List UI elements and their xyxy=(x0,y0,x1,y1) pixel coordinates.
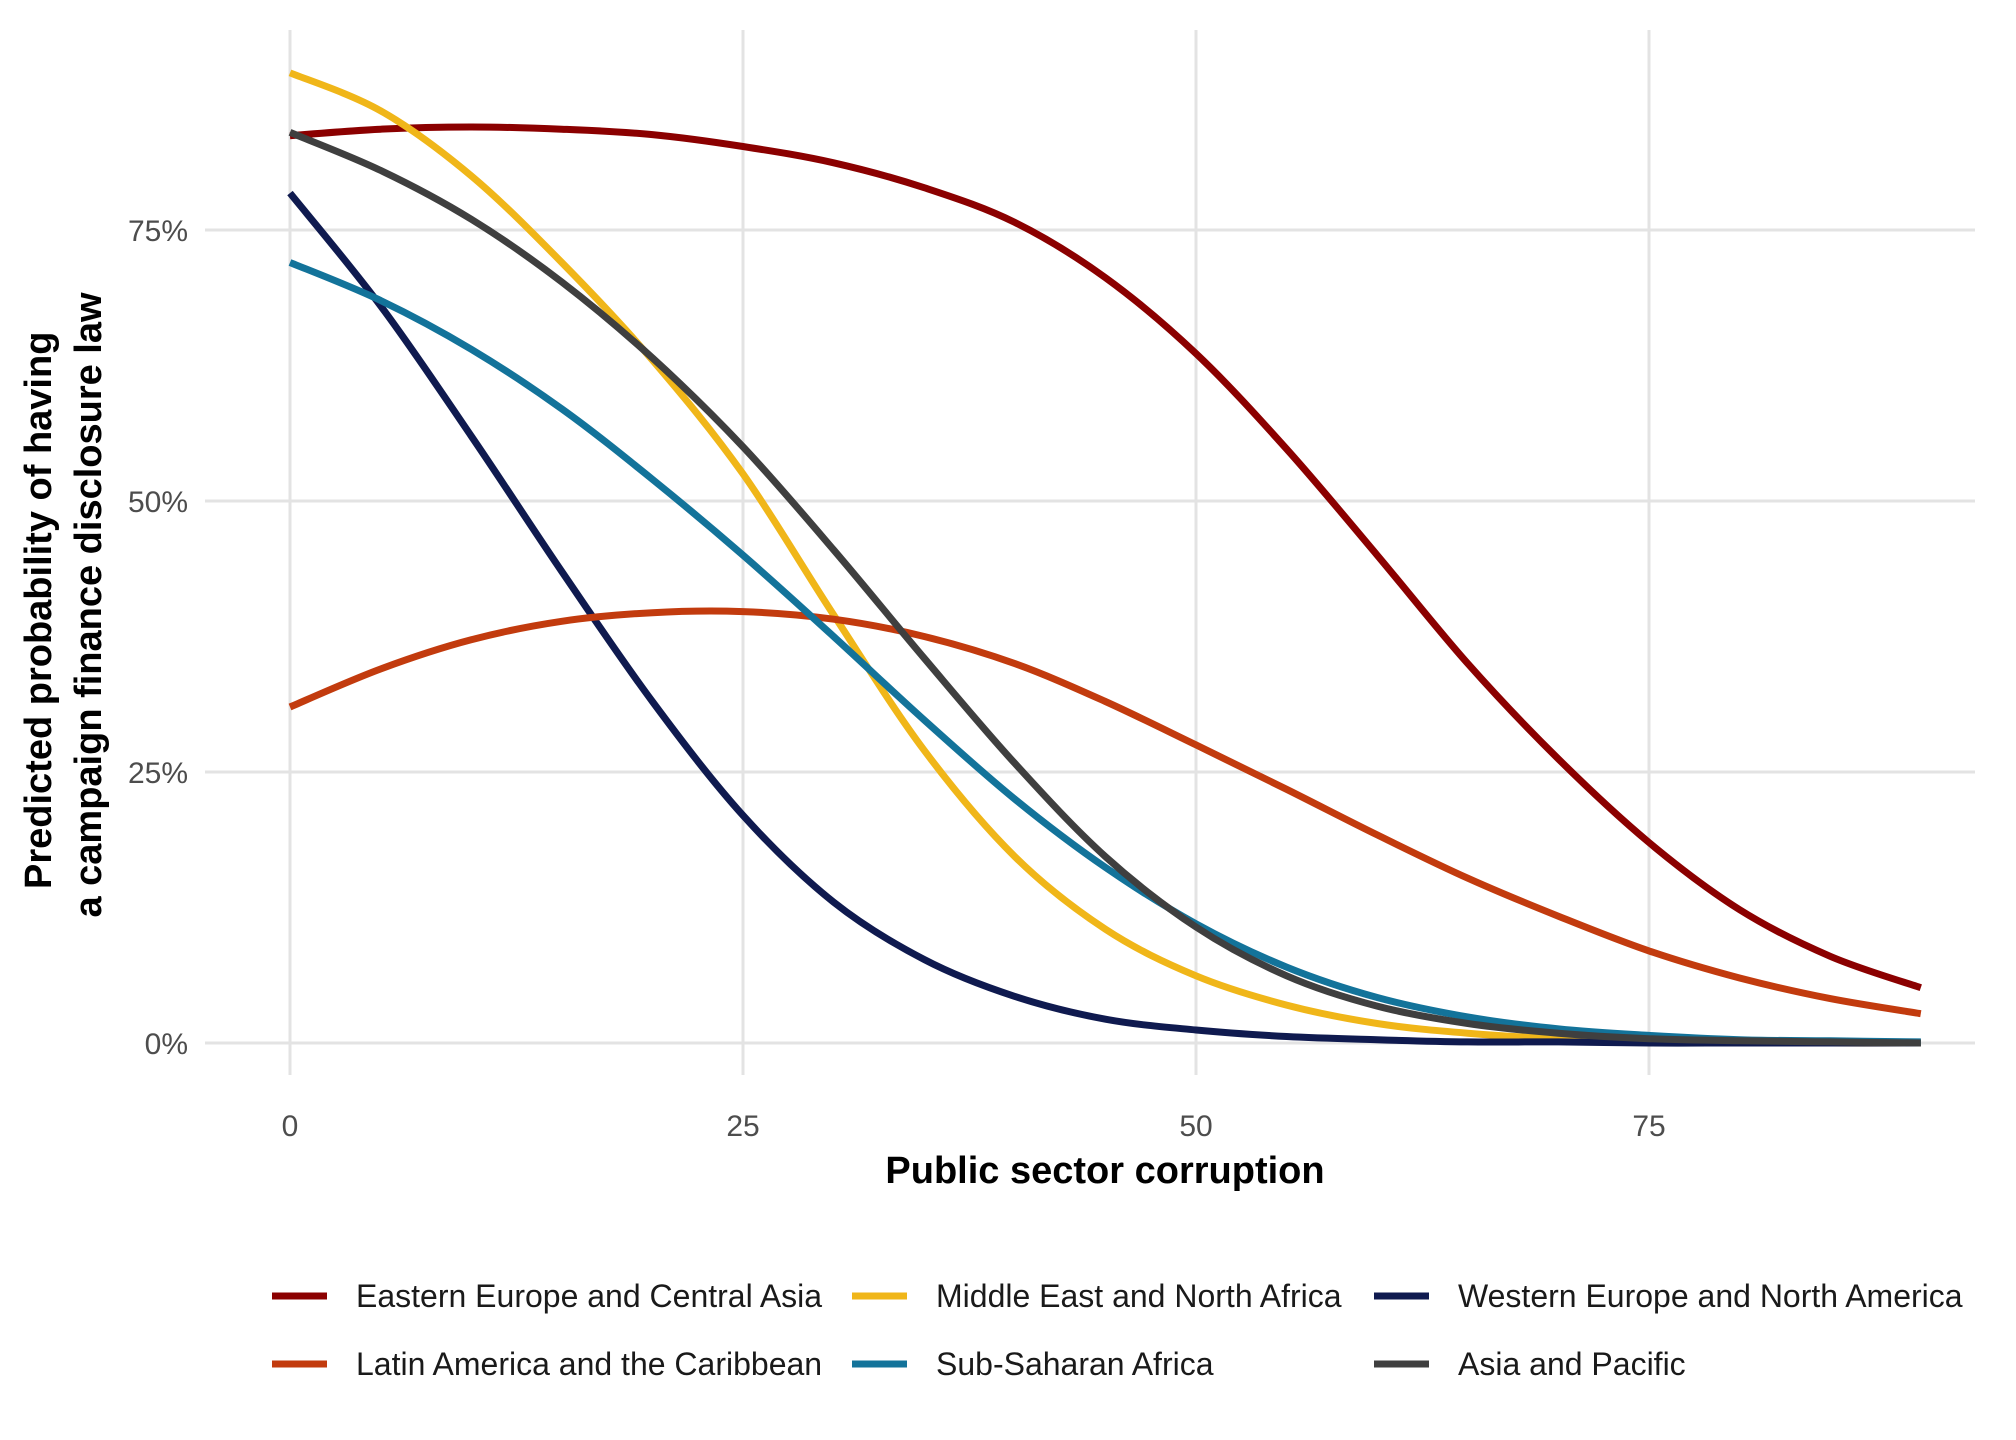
legend-label-western-europe-and-north-america: Western Europe and North America xyxy=(1458,1278,1963,1314)
x-tick-label: 50 xyxy=(1179,1110,1212,1143)
legend-label-sub-saharan-africa: Sub-Saharan Africa xyxy=(936,1346,1214,1382)
legend-label-asia-and-pacific: Asia and Pacific xyxy=(1458,1346,1686,1382)
y-tick-label: 0% xyxy=(145,1028,188,1061)
x-tick-label: 25 xyxy=(726,1110,759,1143)
x-tick-label: 75 xyxy=(1632,1110,1665,1143)
series-line-latin-america-and-the-caribbean xyxy=(288,607,1922,1018)
y-tick-label: 50% xyxy=(128,486,188,519)
x-tick-label: 0 xyxy=(282,1110,299,1143)
y-tick-label: 75% xyxy=(128,215,188,248)
x-axis-title: Public sector corruption xyxy=(885,1150,1324,1192)
series-line-middle-east-and-north-africa xyxy=(288,69,1921,1047)
series-lines xyxy=(287,69,1922,1047)
legend: Eastern Europe and Central Asia Middle Ea… xyxy=(272,1278,1963,1382)
legend-label-latin-america-and-the-caribbean: Latin America and the Caribbean xyxy=(356,1346,822,1382)
legend-label-middle-east-and-north-africa: Middle East and North Africa xyxy=(936,1278,1342,1314)
y-axis-title-line-2: a campaign finance disclosure law xyxy=(68,292,110,918)
y-tick-label: 25% xyxy=(128,757,188,790)
legend-label-eastern-europe-and-central-asia: Eastern Europe and Central Asia xyxy=(356,1278,822,1314)
series-line-western-europe-and-north-america xyxy=(287,190,1921,1047)
y-axis-title: Predicted probability of having a campai… xyxy=(18,292,110,918)
y-axis-title-line-1: Predicted probability of having xyxy=(18,332,60,889)
series-line-asia-and-pacific xyxy=(288,129,1921,1047)
series-line-eastern-europe-and-central-asia xyxy=(289,123,1922,992)
series-line-sub-saharan-africa xyxy=(288,259,1921,1046)
tick-labels: 0% 25% 50% 75% 0 25 50 75 xyxy=(128,215,1666,1143)
